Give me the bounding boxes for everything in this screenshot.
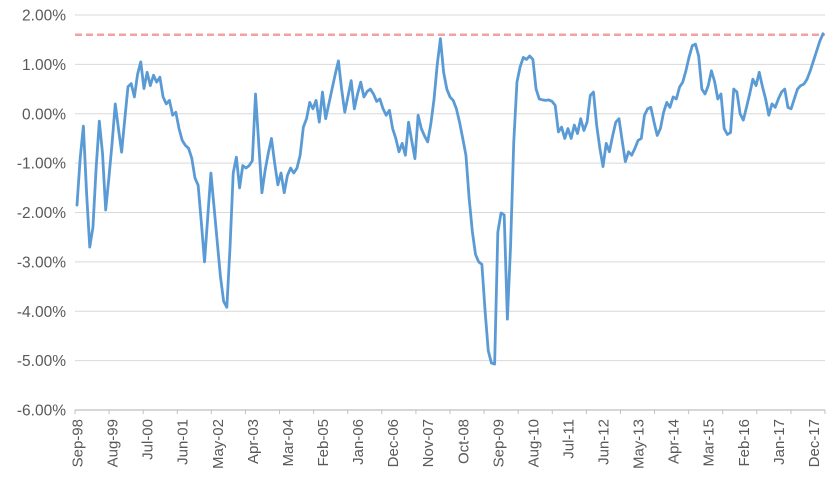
x-axis-tick-label: May-02 xyxy=(210,419,227,469)
x-axis-tick-label: Jul-11 xyxy=(560,419,577,459)
x-axis-tick-label: Sep-98 xyxy=(70,419,87,467)
x-axis-tick-label: Feb-16 xyxy=(736,419,753,467)
x-axis-tick-label: Nov-07 xyxy=(420,419,437,467)
x-axis-tick-label: Jun-12 xyxy=(596,419,613,465)
x-axis xyxy=(74,409,826,414)
x-axis-tick-label: Jan-06 xyxy=(350,419,367,465)
x-axis-tick-label: Sep-09 xyxy=(490,419,507,467)
x-axis-tick-label: Jun-01 xyxy=(175,419,192,465)
x-axis-tick-label: Jan-17 xyxy=(771,419,788,465)
y-axis-tick-label: -4.00% xyxy=(17,304,66,321)
y-axis-tick-label: -5.00% xyxy=(17,353,66,370)
x-axis-tick-label: Mar-15 xyxy=(701,419,718,467)
y-axis-tick-label: -3.00% xyxy=(17,254,66,271)
x-axis-tick-label: Aug-99 xyxy=(105,419,122,467)
y-axis-tick-label: -1.00% xyxy=(17,156,66,173)
x-axis-tick-label: Jul-00 xyxy=(140,419,157,460)
x-axis-tick-label: Oct-08 xyxy=(455,419,472,464)
x-axis-tick-label: Aug-10 xyxy=(525,419,542,467)
y-axis-tick-labels: 2.00% 1.00% 0.00% -1.00% -2.00% -3.00% -4.00% -… xyxy=(17,8,66,420)
y-axis-tick-label: 1.00% xyxy=(22,57,66,74)
x-axis-tick-label: Apr-14 xyxy=(666,419,683,464)
data-line xyxy=(75,32,825,366)
y-axis-tick-label: 2.00% xyxy=(22,8,66,25)
x-axis-tick-label: Feb-05 xyxy=(315,419,332,467)
y-axis-tick-label: 0.00% xyxy=(22,106,66,123)
x-axis-tick-label: Dec-06 xyxy=(385,419,402,467)
x-axis-tick-labels: Sep-98 Aug-99 Jul-00 Jun-01 May-02 Apr-03 Mar-… xyxy=(70,419,823,469)
x-axis-tick-label: Apr-03 xyxy=(245,419,262,464)
x-axis-tick-label: May-13 xyxy=(631,419,648,469)
y-axis-tick-label: -6.00% xyxy=(17,403,66,420)
data-series-line xyxy=(75,32,825,366)
gridlines xyxy=(75,14,825,362)
x-axis-tick-label: Dec-17 xyxy=(806,419,823,467)
y-axis-tick-label: -2.00% xyxy=(17,205,66,222)
x-axis-tick-label: Mar-04 xyxy=(280,419,297,467)
